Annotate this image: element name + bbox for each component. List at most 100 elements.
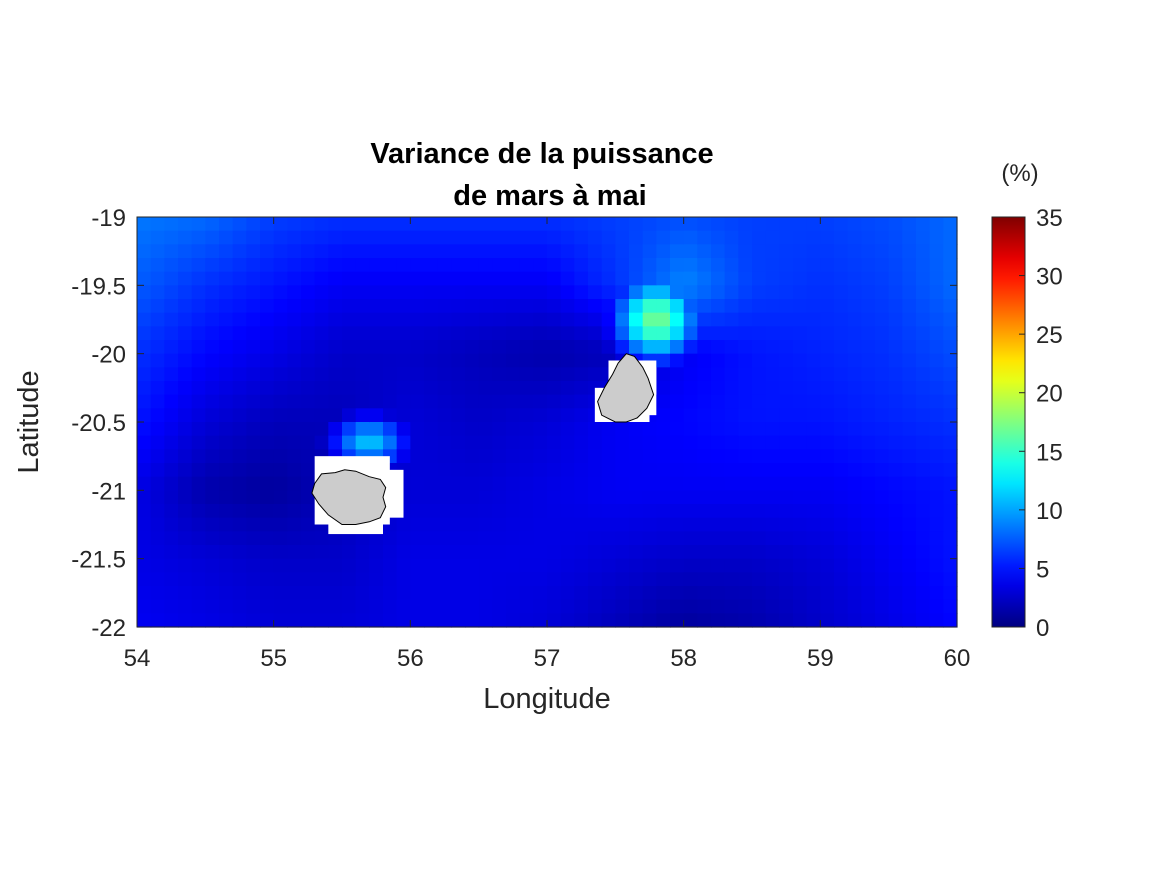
heatmap-cell	[246, 558, 261, 573]
heatmap-cell	[451, 586, 466, 601]
heatmap-cell	[847, 340, 862, 355]
heatmap-cell	[465, 271, 480, 286]
heatmap-cell	[752, 408, 767, 423]
heatmap-cell	[328, 367, 343, 382]
heatmap-cell	[711, 285, 726, 300]
heatmap-cell	[724, 408, 739, 423]
heatmap-cell	[260, 531, 275, 546]
heatmap-cell	[191, 312, 206, 327]
heatmap-cell	[342, 408, 357, 423]
heatmap-cell	[724, 394, 739, 409]
heatmap-cell	[601, 422, 616, 437]
heatmap-cell	[383, 408, 398, 423]
heatmap-cell	[342, 312, 357, 327]
heatmap-cell	[232, 476, 247, 491]
heatmap-cell	[342, 230, 357, 245]
heatmap-cell	[219, 476, 234, 491]
heatmap-cell	[738, 285, 753, 300]
heatmap-cell	[150, 230, 165, 245]
heatmap-cell	[506, 613, 521, 628]
heatmap-cell	[847, 326, 862, 341]
heatmap-cell	[287, 476, 302, 491]
heatmap-cell	[205, 299, 220, 314]
heatmap-cell	[943, 531, 958, 546]
heatmap-cell	[383, 558, 398, 573]
heatmap-cell	[656, 394, 671, 409]
heatmap-cell	[902, 312, 917, 327]
heatmap-cell	[191, 340, 206, 355]
heatmap-cell	[902, 449, 917, 464]
heatmap-cell	[683, 258, 698, 273]
heatmap-cell	[150, 572, 165, 587]
heatmap-cell	[219, 244, 234, 259]
heatmap-cell	[697, 449, 712, 464]
heatmap-cell	[451, 422, 466, 437]
heatmap-cell	[519, 599, 534, 614]
y-tick-label: -19	[91, 205, 126, 232]
heatmap-cell	[437, 340, 452, 355]
heatmap-cell	[779, 408, 794, 423]
heatmap-cell	[396, 367, 411, 382]
heatmap-cell	[711, 367, 726, 382]
heatmap-cell	[724, 285, 739, 300]
heatmap-cell	[847, 217, 862, 232]
heatmap-cell	[847, 381, 862, 396]
heatmap-cell	[355, 408, 370, 423]
heatmap-cell	[875, 271, 890, 286]
heatmap-cell	[219, 558, 234, 573]
x-tick-label: 54	[124, 645, 151, 672]
heatmap-cell	[943, 435, 958, 450]
heatmap-cell	[437, 408, 452, 423]
heatmap-cell	[765, 394, 780, 409]
heatmap-cell	[355, 586, 370, 601]
heatmap-cell	[574, 435, 589, 450]
heatmap-cell	[246, 217, 261, 232]
heatmap-cell	[847, 367, 862, 382]
heatmap-cell	[465, 463, 480, 478]
heatmap-cell	[424, 230, 439, 245]
heatmap-cell	[888, 517, 903, 532]
heatmap-cell	[738, 476, 753, 491]
heatmap-cell	[287, 504, 302, 519]
heatmap-cell	[191, 531, 206, 546]
y-tick-label: -20	[91, 342, 126, 369]
heatmap-cell	[875, 435, 890, 450]
heatmap-cell	[752, 531, 767, 546]
heatmap-cell	[519, 545, 534, 560]
heatmap-cell	[779, 558, 794, 573]
heatmap-cell	[588, 312, 603, 327]
heatmap-cell	[232, 545, 247, 560]
heatmap-cell	[301, 613, 316, 628]
heatmap-cell	[834, 476, 849, 491]
heatmap-cell	[752, 422, 767, 437]
heatmap-cell	[916, 599, 931, 614]
heatmap-cell	[943, 217, 958, 232]
heatmap-cell	[260, 599, 275, 614]
heatmap-cell	[902, 394, 917, 409]
heatmap-cell	[137, 463, 152, 478]
heatmap-cell	[601, 476, 616, 491]
x-tick-label: 55	[260, 645, 287, 672]
heatmap-cell	[861, 463, 876, 478]
heatmap-cell	[301, 599, 316, 614]
heatmap-cell	[943, 353, 958, 368]
heatmap-cell	[191, 490, 206, 505]
heatmap-cell	[260, 299, 275, 314]
heatmap-cell	[287, 558, 302, 573]
heatmap-cell	[806, 490, 821, 505]
heatmap-cell	[806, 463, 821, 478]
heatmap-cell	[328, 558, 343, 573]
heatmap-cell	[260, 258, 275, 273]
heatmap-cell	[875, 586, 890, 601]
heatmap-cell	[547, 394, 562, 409]
heatmap-cell	[178, 504, 193, 519]
heatmap-cell	[834, 599, 849, 614]
heatmap-cell	[943, 572, 958, 587]
heatmap-cell	[642, 476, 657, 491]
heatmap-cell	[588, 531, 603, 546]
heatmap-cell	[711, 558, 726, 573]
heatmap-cell	[629, 244, 644, 259]
heatmap-cell	[478, 558, 493, 573]
heatmap-cell	[533, 258, 548, 273]
heatmap-cell	[711, 504, 726, 519]
